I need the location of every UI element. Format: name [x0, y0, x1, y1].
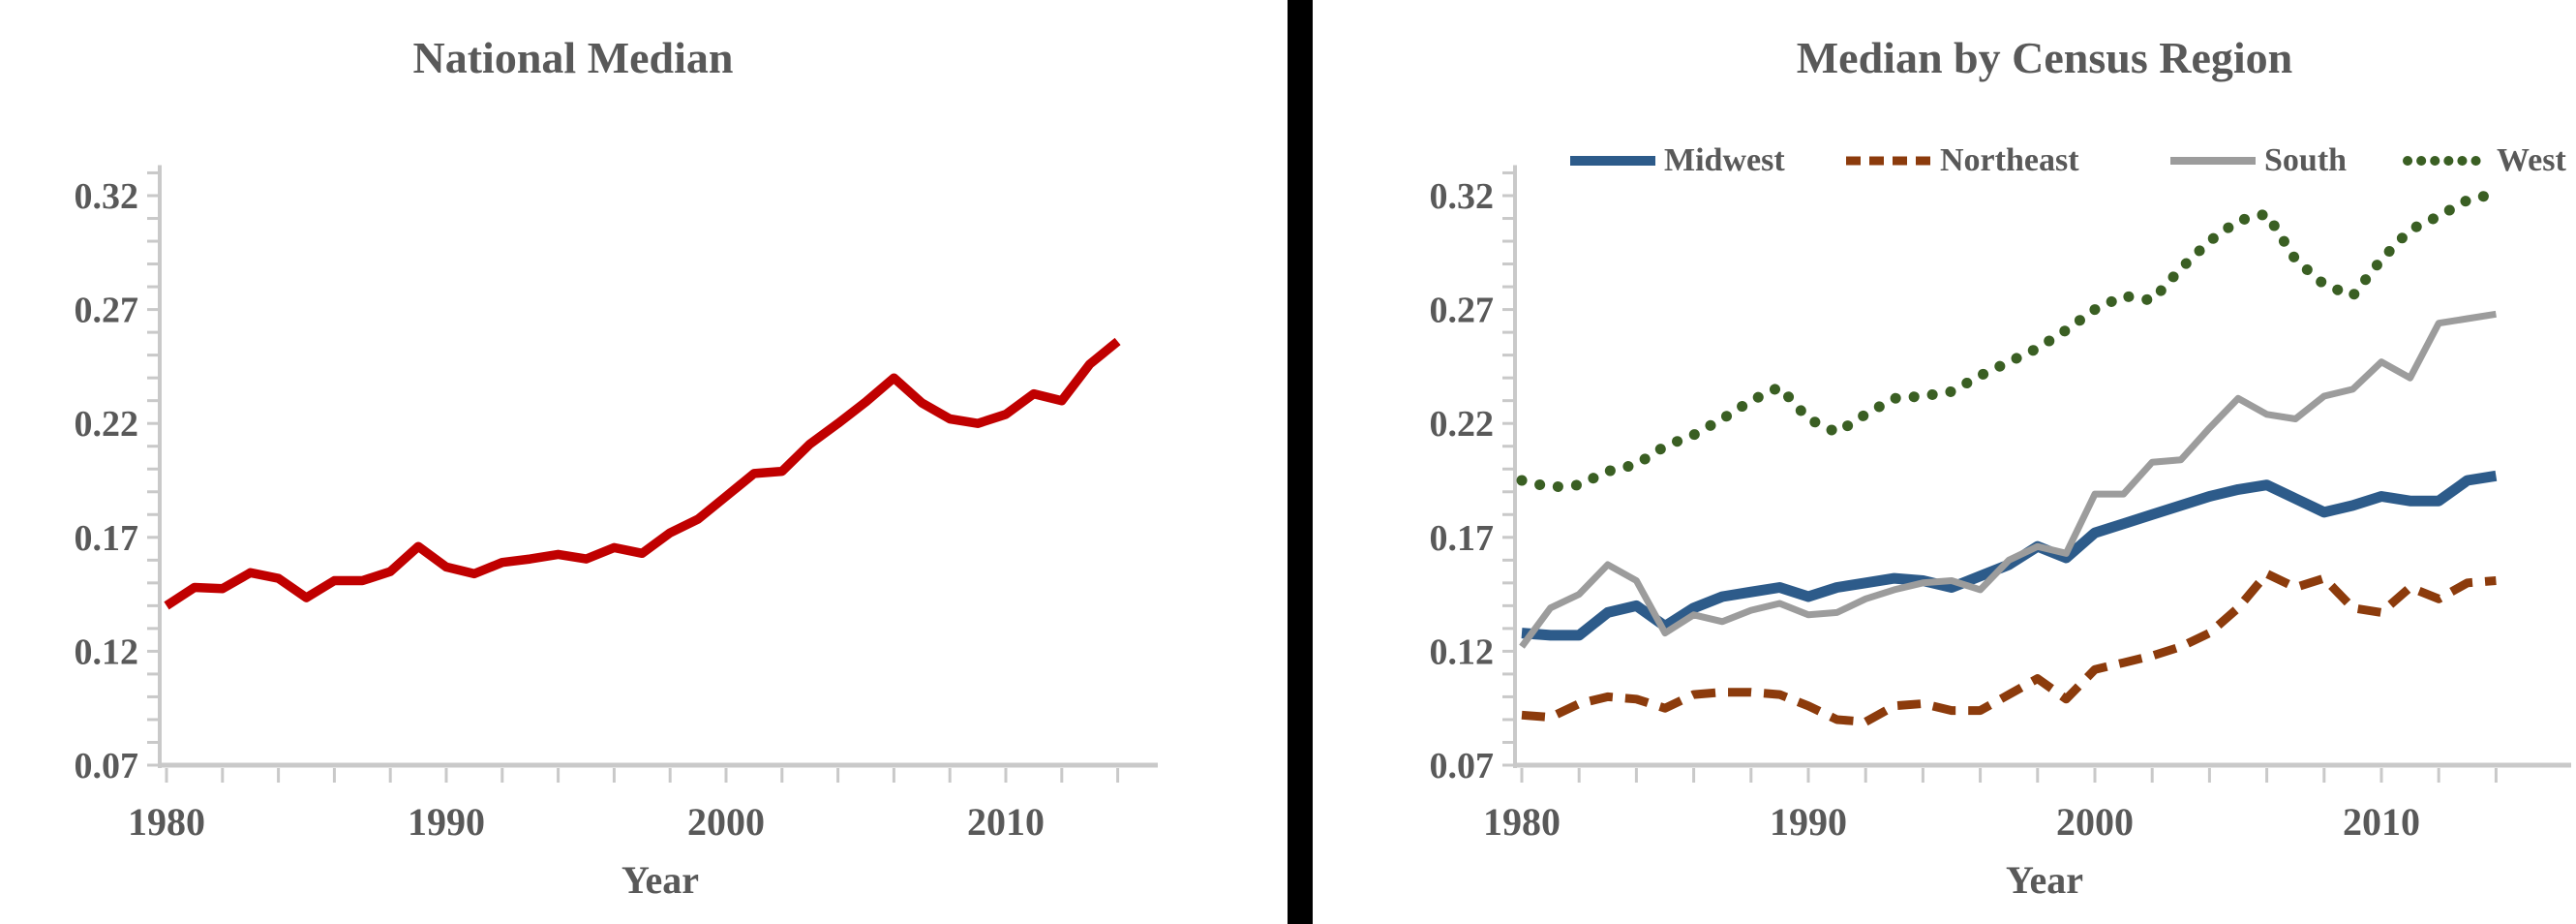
- left-axes: 0.32 0.27 0.22 0.17 0.12 0.07 1980 1990 2000 2010: [75, 165, 1158, 844]
- left-series: [164, 337, 1121, 610]
- series-line-national-median: [164, 337, 1121, 610]
- south-line-sample-icon: [2170, 157, 2256, 165]
- legend-item-south: South: [2168, 142, 2347, 179]
- y-tick-label: 0.17: [1430, 518, 1495, 559]
- legend-label-west: West: [2497, 142, 2566, 178]
- x-tick-label: 2000: [2056, 800, 2134, 844]
- y-tick-label: 0.07: [75, 746, 139, 786]
- census-region-plot: Median by Census Region 0.32 0.27 0.22 0.17…: [1430, 33, 2571, 902]
- y-tick-label: 0.07: [1430, 746, 1495, 786]
- y-tick-label: 0.22: [1430, 404, 1495, 445]
- y-tick-label: 0.22: [75, 404, 139, 445]
- midwest-line-sample-icon: [1570, 156, 1655, 166]
- legend-item-west: West: [2401, 142, 2566, 179]
- right-axes: 0.32 0.27 0.22 0.17 0.12 0.07 1980 1990 2000 2010: [1430, 165, 2571, 844]
- series-line-south: [1519, 310, 2497, 649]
- census-region-chart: Median by Census Region 0.32 0.27 0.22 0.17…: [1313, 0, 2576, 924]
- right-chart-title: Median by Census Region: [1797, 33, 2292, 82]
- left-x-axis-title: Year: [621, 858, 699, 902]
- y-tick-label: 0.12: [1430, 631, 1495, 672]
- y-tick-label: 0.32: [1430, 176, 1495, 217]
- legend-label-northeast: Northeast: [1940, 142, 2079, 178]
- series-line-northeast: [1521, 569, 2497, 726]
- legend-label-south: South: [2264, 142, 2348, 178]
- series-line-west: [1516, 188, 2501, 493]
- y-tick-label: 0.17: [75, 518, 139, 559]
- legend-item-midwest: Midwest: [1568, 142, 1785, 179]
- west-line-sample-icon: [2403, 156, 2490, 166]
- y-tick-label: 0.27: [75, 291, 139, 331]
- left-chart-title: National Median: [413, 33, 734, 82]
- x-tick-label: 1990: [408, 800, 485, 844]
- northeast-line-sample-icon: [1846, 156, 1931, 166]
- y-tick-label: 0.32: [75, 176, 139, 217]
- national-median-plot: National Median 0.32 0.27 0.22 0.17 0.12 0.07…: [75, 33, 1158, 902]
- national-median-chart: National Median 0.32 0.27 0.22 0.17 0.12 0.07…: [75, 33, 1158, 902]
- x-tick-label: 2010: [2343, 800, 2420, 844]
- right-series: [1516, 188, 2501, 726]
- legend-item-northeast: Northeast: [1844, 142, 2079, 179]
- vertical-divider: [1288, 0, 1313, 924]
- x-tick-label: 1980: [128, 800, 205, 844]
- series-line-midwest: [1521, 470, 2498, 641]
- legend: Midwest Northeast South West: [1313, 142, 2576, 179]
- x-tick-label: 2000: [687, 800, 765, 844]
- legend-label-midwest: Midwest: [1664, 142, 1785, 178]
- right-x-axis-title: Year: [2006, 858, 2083, 902]
- x-tick-label: 1980: [1483, 800, 1561, 844]
- x-tick-label: 1990: [1770, 800, 1847, 844]
- y-tick-label: 0.27: [1430, 291, 1495, 331]
- y-tick-label: 0.12: [75, 631, 139, 672]
- x-tick-label: 2010: [967, 800, 1045, 844]
